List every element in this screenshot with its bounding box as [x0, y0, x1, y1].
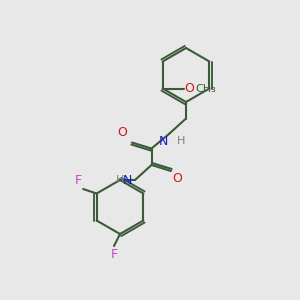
Text: N: N	[159, 135, 168, 148]
Text: F: F	[110, 248, 118, 260]
Text: O: O	[172, 172, 182, 185]
Text: O: O	[118, 127, 128, 140]
Text: H: H	[177, 136, 185, 146]
Text: O: O	[184, 82, 194, 95]
Text: H: H	[116, 175, 124, 185]
Text: CH₃: CH₃	[195, 83, 216, 94]
Text: F: F	[74, 175, 82, 188]
Text: N: N	[123, 173, 132, 187]
